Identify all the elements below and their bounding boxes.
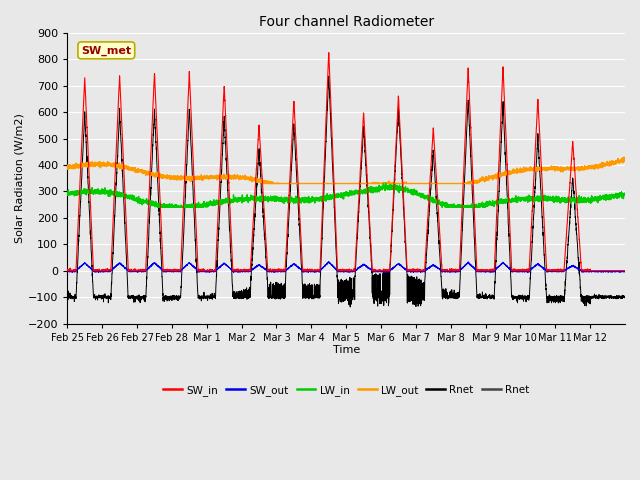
Legend: SW_in, SW_out, LW_in, LW_out, Rnet, Rnet: SW_in, SW_out, LW_in, LW_out, Rnet, Rnet: [159, 381, 533, 400]
X-axis label: Time: Time: [333, 345, 360, 355]
Title: Four channel Radiometer: Four channel Radiometer: [259, 15, 434, 29]
Y-axis label: Solar Radiation (W/m2): Solar Radiation (W/m2): [15, 113, 25, 243]
Text: SW_met: SW_met: [81, 45, 131, 56]
